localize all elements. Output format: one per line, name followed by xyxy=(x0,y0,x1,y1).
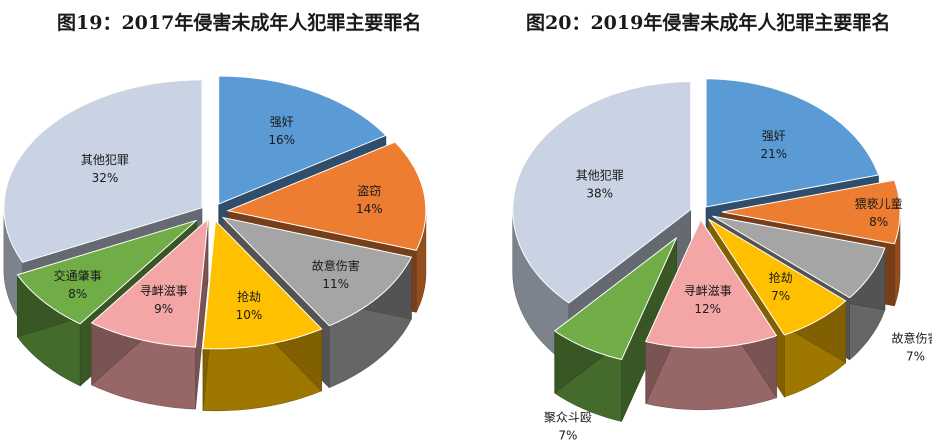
chart-title-2019: 图20：2019年侵害未成年人犯罪主要罪名 xyxy=(526,12,891,34)
label-1-0-category: 强奸 xyxy=(762,129,786,143)
label-0-0-value: 16% xyxy=(268,133,295,147)
label-0-5-category: 交通肇事 xyxy=(54,268,102,283)
label-0-1-value: 14% xyxy=(356,202,383,216)
label-1-3-value: 7% xyxy=(771,289,790,303)
label-0-1-category: 盗窃 xyxy=(357,183,381,198)
slice-1-5 xyxy=(553,237,678,422)
label-1-4-category: 寻衅滋事 xyxy=(684,284,732,298)
label-0-6-category: 其他犯罪 xyxy=(81,153,129,167)
chart-title-2017: 图19：2017年侵害未成年人犯罪主要罪名 xyxy=(57,12,422,34)
label-0-4-category: 寻衅滋事 xyxy=(140,284,188,298)
label-1-2-category: 故意伤害 xyxy=(891,330,932,345)
label-1-1-value: 8% xyxy=(869,215,888,229)
label-1-6-value: 38% xyxy=(586,187,613,201)
label-0-5-value: 8% xyxy=(68,287,87,301)
label-1-3-category: 抢劫 xyxy=(769,270,793,285)
label-1-2-value: 7% xyxy=(906,349,925,363)
label-0-2-category: 故意伤害 xyxy=(312,258,360,273)
label-0-0-category: 强奸 xyxy=(270,115,294,129)
label-0-3-category: 抢劫 xyxy=(237,289,261,304)
label-0-4-value: 9% xyxy=(154,302,173,316)
slice-0-4 xyxy=(90,218,209,410)
label-0-3-value: 10% xyxy=(236,308,263,322)
label-1-1-category: 猥亵儿童 xyxy=(855,196,903,211)
label-1-5-value: 7% xyxy=(558,429,577,443)
pie-1: 强奸 21% 猥亵儿童 8% 故意伤害 7% 抢劫 7% 寻衅滋事 12% 聚众斗殴 7% 其他犯罪 38… xyxy=(512,78,932,443)
pie-0: 强奸 16% 盗窃 14% 故意伤害 11% 抢劫 10% 寻衅滋事 9% 交通肇事 8% 其他犯罪 32… xyxy=(3,75,427,412)
label-0-2-value: 11% xyxy=(322,277,349,291)
label-1-6-category: 其他犯罪 xyxy=(576,169,624,183)
label-1-5-category: 聚众斗殴 xyxy=(544,411,592,425)
label-0-6-value: 32% xyxy=(92,171,119,185)
slice-1-4 xyxy=(644,218,778,411)
label-1-4-value: 12% xyxy=(694,302,721,316)
slice-0-3 xyxy=(202,219,323,412)
label-1-0-value: 21% xyxy=(760,147,787,161)
